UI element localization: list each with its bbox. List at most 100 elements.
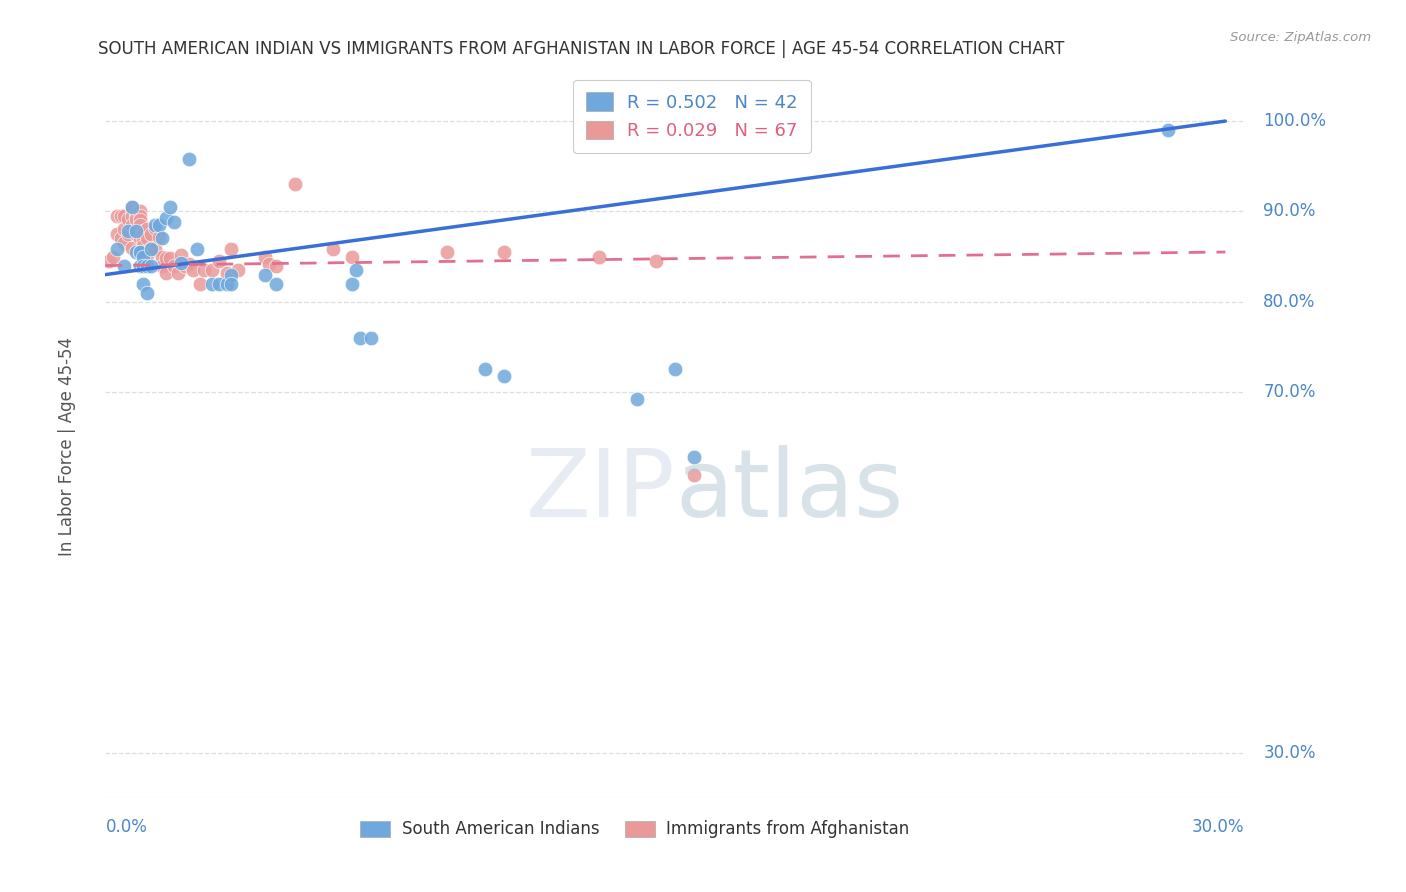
Text: 90.0%: 90.0% [1263,202,1316,220]
Point [101,250,124,264]
Point [253,268,276,282]
Point [155,266,177,280]
Point [644,254,668,268]
Point [170,256,193,270]
Point [117,227,139,241]
Point [683,468,704,483]
Point [132,259,155,273]
Point [340,250,363,264]
Text: In Labor Force | Age 45-54: In Labor Force | Age 45-54 [59,336,76,556]
Point [132,250,155,264]
Point [201,277,224,291]
Point [110,231,132,245]
Point [170,248,193,262]
Point [148,229,170,244]
Point [1157,123,1180,137]
Point [114,235,135,250]
Point [128,245,150,260]
Point [105,227,128,241]
Point [163,259,186,273]
Point [136,285,159,300]
Point [143,218,166,232]
Text: SOUTH AMERICAN INDIAN VS IMMIGRANTS FROM AFGHANISTAN IN LABOR FORCE | AGE 45-54 : SOUTH AMERICAN INDIAN VS IMMIGRANTS FROM… [98,40,1064,58]
Point [132,224,155,238]
Text: 100.0%: 100.0% [1263,112,1326,130]
Point [132,238,155,252]
Point [181,263,204,277]
Point [132,227,155,241]
Point [219,268,242,282]
Point [152,250,174,264]
Point [201,263,224,277]
Point [128,213,150,227]
Point [264,259,288,273]
Legend: South American Indians, Immigrants from Afghanistan: South American Indians, Immigrants from … [354,814,917,845]
Point [98,254,121,268]
Point [588,250,610,264]
Point [128,245,150,260]
Text: atlas: atlas [675,445,903,537]
Point [683,450,704,464]
Point [474,362,496,376]
Point [114,259,135,273]
Point [136,259,159,273]
Point [492,245,515,260]
Point [132,277,155,291]
Point [110,209,132,223]
Point [125,209,148,223]
Point [136,231,159,245]
Point [121,200,143,214]
Point [117,224,139,238]
Point [125,206,148,220]
Point [664,362,686,376]
Point [117,211,139,226]
Point [114,209,135,223]
Point [155,252,177,266]
Point [132,233,155,247]
Point [125,227,148,241]
Point [257,257,280,271]
Point [174,259,197,273]
Point [128,218,150,232]
Point [159,252,181,266]
Text: 0.0%: 0.0% [105,818,148,836]
Point [166,266,188,280]
Text: 30.0%: 30.0% [1263,744,1316,762]
Point [208,277,231,291]
Point [349,331,371,345]
Text: Source: ZipAtlas.com: Source: ZipAtlas.com [1230,31,1371,45]
Point [152,231,174,245]
Point [125,245,148,260]
Point [155,211,177,225]
Point [152,259,174,273]
Point [193,263,215,277]
Point [188,277,212,291]
Point [219,242,242,256]
Point [139,242,162,256]
Point [114,222,135,236]
Point [436,245,458,260]
Point [143,242,166,256]
Point [121,200,143,214]
Point [139,227,162,241]
Point [139,240,162,254]
Point [215,277,238,291]
Point [177,257,200,271]
Point [136,248,159,262]
Point [121,240,143,254]
Point [219,277,242,291]
Point [128,204,150,219]
Point [208,254,231,268]
Point [125,211,148,226]
Point [128,259,150,273]
Point [492,368,515,383]
Point [253,250,276,264]
Point [360,331,382,345]
Point [284,178,307,192]
Point [148,218,170,232]
Text: ZIP: ZIP [526,445,675,537]
Text: 80.0%: 80.0% [1263,293,1316,310]
Point [121,204,143,219]
Point [177,152,200,166]
Point [132,250,155,264]
